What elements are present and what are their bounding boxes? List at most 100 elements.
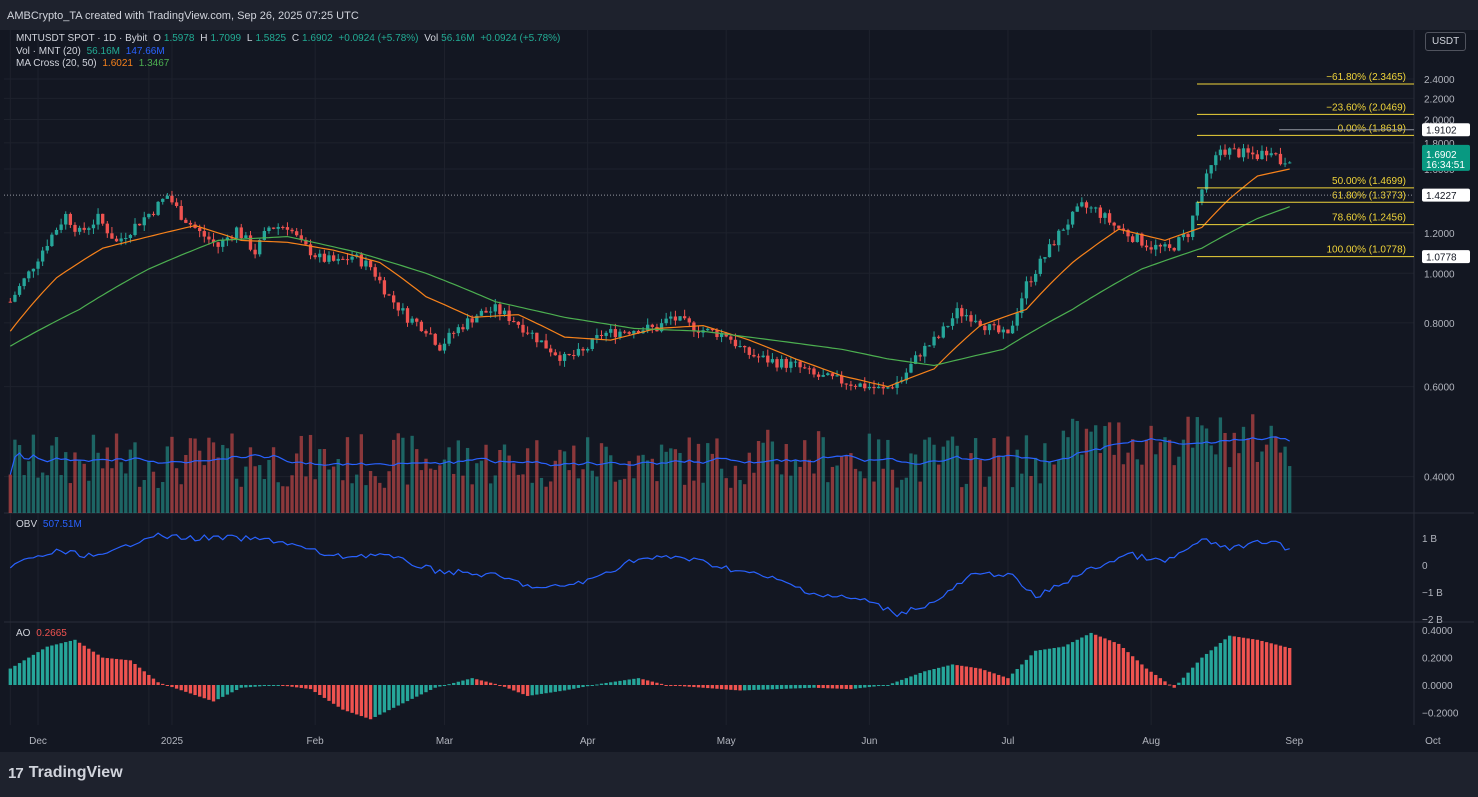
volume-bar bbox=[950, 436, 955, 513]
ao-bar bbox=[211, 685, 216, 702]
ao-bar bbox=[1089, 632, 1093, 685]
candle-body bbox=[1172, 247, 1176, 251]
volume-bar bbox=[202, 465, 206, 513]
fib-label: 0.00% (1.8619) bbox=[1338, 123, 1406, 134]
ao-bar bbox=[1121, 648, 1126, 685]
chart-frame[interactable]: −61.80% (2.3465) −23.60% (2.0469) 0.00% (1… bbox=[4, 30, 1474, 750]
price-tick-label: 0.4000 bbox=[1424, 473, 1455, 484]
obv-tick-label: −2 B bbox=[1422, 615, 1443, 626]
candle-body bbox=[521, 324, 525, 333]
ao-bar bbox=[572, 685, 576, 689]
ao-bar bbox=[530, 685, 534, 696]
candle-body bbox=[364, 260, 368, 267]
volume-bar bbox=[992, 438, 996, 513]
ao-bar bbox=[932, 669, 936, 685]
volume-bar bbox=[54, 437, 59, 513]
candle-body bbox=[391, 295, 396, 303]
ao-bar bbox=[835, 685, 839, 689]
ao-bar bbox=[1274, 644, 1278, 685]
candle-body bbox=[969, 315, 973, 322]
candle-body bbox=[886, 387, 890, 389]
volume-bar bbox=[299, 435, 303, 513]
candle-body bbox=[479, 310, 484, 316]
ao-bar bbox=[415, 685, 419, 697]
volume-bar bbox=[8, 474, 12, 513]
volume-bar bbox=[161, 482, 165, 513]
volume-bar bbox=[895, 487, 899, 513]
ao-bar bbox=[27, 657, 31, 685]
candle-body bbox=[13, 294, 17, 302]
volume-bar bbox=[779, 474, 784, 513]
legend-volume[interactable]: Vol · MNT (20) 56.16M 147.66M bbox=[16, 46, 168, 57]
volume-bar bbox=[1246, 438, 1250, 513]
ao-bar bbox=[812, 685, 816, 688]
volume-bar bbox=[295, 453, 299, 513]
currency-button[interactable]: USDT bbox=[1425, 32, 1467, 51]
ao-bar bbox=[941, 666, 945, 685]
ao-bar bbox=[1126, 652, 1130, 685]
legend-obv[interactable]: OBV 507.51M bbox=[16, 519, 85, 530]
candle-body bbox=[1043, 257, 1047, 259]
ao-bar bbox=[886, 685, 890, 686]
ao-bar bbox=[1070, 642, 1075, 685]
candle-body bbox=[368, 260, 373, 268]
candle-body bbox=[45, 245, 49, 251]
ao-bar bbox=[142, 671, 146, 685]
candle-body bbox=[119, 238, 123, 242]
volume-bar bbox=[64, 452, 68, 513]
candle-body bbox=[853, 385, 858, 387]
volume-bar bbox=[488, 483, 493, 513]
legend-ma[interactable]: MA Cross (20, 50) 1.6021 1.3467 bbox=[16, 58, 172, 69]
volume-bar bbox=[1227, 467, 1232, 513]
candle-body bbox=[244, 235, 248, 239]
candle-body bbox=[1089, 207, 1093, 209]
ao-bar bbox=[983, 670, 987, 685]
candle-body bbox=[207, 236, 211, 240]
ao-bar bbox=[1288, 648, 1292, 685]
ao-bar bbox=[267, 685, 271, 686]
candle-body bbox=[904, 372, 909, 381]
volume-bar bbox=[424, 458, 428, 513]
ao-bar bbox=[1066, 644, 1070, 685]
candle-body bbox=[258, 239, 262, 255]
candle-body bbox=[964, 315, 969, 317]
volume-bar bbox=[221, 444, 225, 513]
ao-bar bbox=[1167, 684, 1172, 686]
candle-body bbox=[488, 311, 493, 313]
tradingview-logo-icon: 17 bbox=[8, 764, 24, 782]
candle-body bbox=[239, 227, 243, 239]
volume-bar bbox=[1043, 443, 1047, 513]
volume-bar bbox=[50, 445, 54, 513]
price-chart[interactable]: −61.80% (2.3465) −23.60% (2.0469) 0.00% (1… bbox=[4, 30, 1474, 750]
ao-bar bbox=[442, 685, 447, 686]
candle-body bbox=[664, 318, 668, 324]
ao-bar bbox=[368, 685, 373, 720]
volume-bar bbox=[77, 460, 82, 513]
volume-bar bbox=[373, 476, 377, 513]
ao-bar bbox=[1200, 657, 1204, 685]
obv-value: 507.51M bbox=[42, 519, 82, 530]
candle-body bbox=[692, 322, 696, 332]
tradingview-logo[interactable]: 17 TradingView bbox=[8, 764, 123, 782]
ao-bar bbox=[17, 663, 22, 685]
ao-bar bbox=[539, 685, 544, 694]
candle-body bbox=[470, 318, 474, 323]
volume-bar bbox=[327, 469, 331, 513]
ao-bar bbox=[1057, 647, 1061, 685]
ao-bar bbox=[900, 679, 904, 685]
ao-bar bbox=[1052, 648, 1056, 685]
ao-bar bbox=[784, 685, 788, 689]
candle-body bbox=[1195, 202, 1199, 216]
volume-bar bbox=[1167, 439, 1172, 513]
obv-pane: 1 B 0 −1 B −2 B bbox=[9, 532, 1443, 626]
volume-bar bbox=[40, 472, 45, 513]
ao-bar bbox=[701, 685, 705, 688]
legend-ao[interactable]: AO 0.2665 bbox=[16, 628, 70, 639]
ao-bar bbox=[876, 685, 881, 687]
ao-bar bbox=[350, 685, 354, 713]
volume-bar bbox=[1251, 414, 1255, 513]
candle-body bbox=[927, 345, 932, 347]
ma-slow-line bbox=[9, 206, 1290, 367]
candle-body bbox=[179, 205, 183, 220]
candle-body bbox=[1001, 329, 1005, 333]
